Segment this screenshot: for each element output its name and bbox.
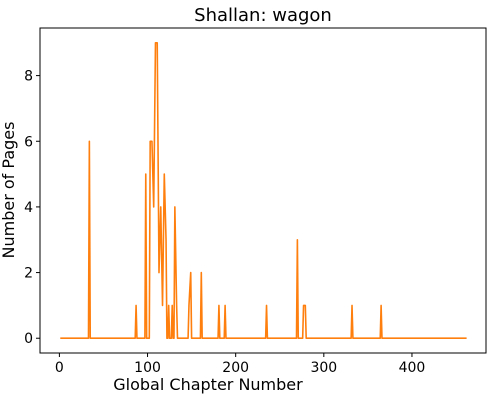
chart-title: Shallan: wagon: [194, 5, 332, 26]
x-tick-label: 300: [310, 360, 337, 376]
y-tick-label: 4: [24, 200, 33, 216]
x-tick-label: 0: [55, 360, 64, 376]
x-tick-label: 200: [222, 360, 249, 376]
y-tick-label: 8: [24, 69, 33, 85]
plot-frame: [39, 27, 487, 354]
series-line: [60, 41, 467, 340]
y-tick-label: 0: [24, 331, 33, 347]
y-tick-label: 2: [24, 266, 33, 282]
y-tick-label: 6: [24, 134, 33, 150]
x-tick-label: 400: [399, 360, 426, 376]
x-tick-label: 100: [134, 360, 161, 376]
y-axis: 0 2 4 6 8: [24, 69, 40, 347]
x-axis-label: Global Chapter Number: [113, 375, 303, 394]
plot-line-group: [60, 41, 467, 340]
x-axis: 0 100 200 300 400: [55, 353, 425, 376]
y-axis-label: Number of Pages: [0, 122, 18, 259]
